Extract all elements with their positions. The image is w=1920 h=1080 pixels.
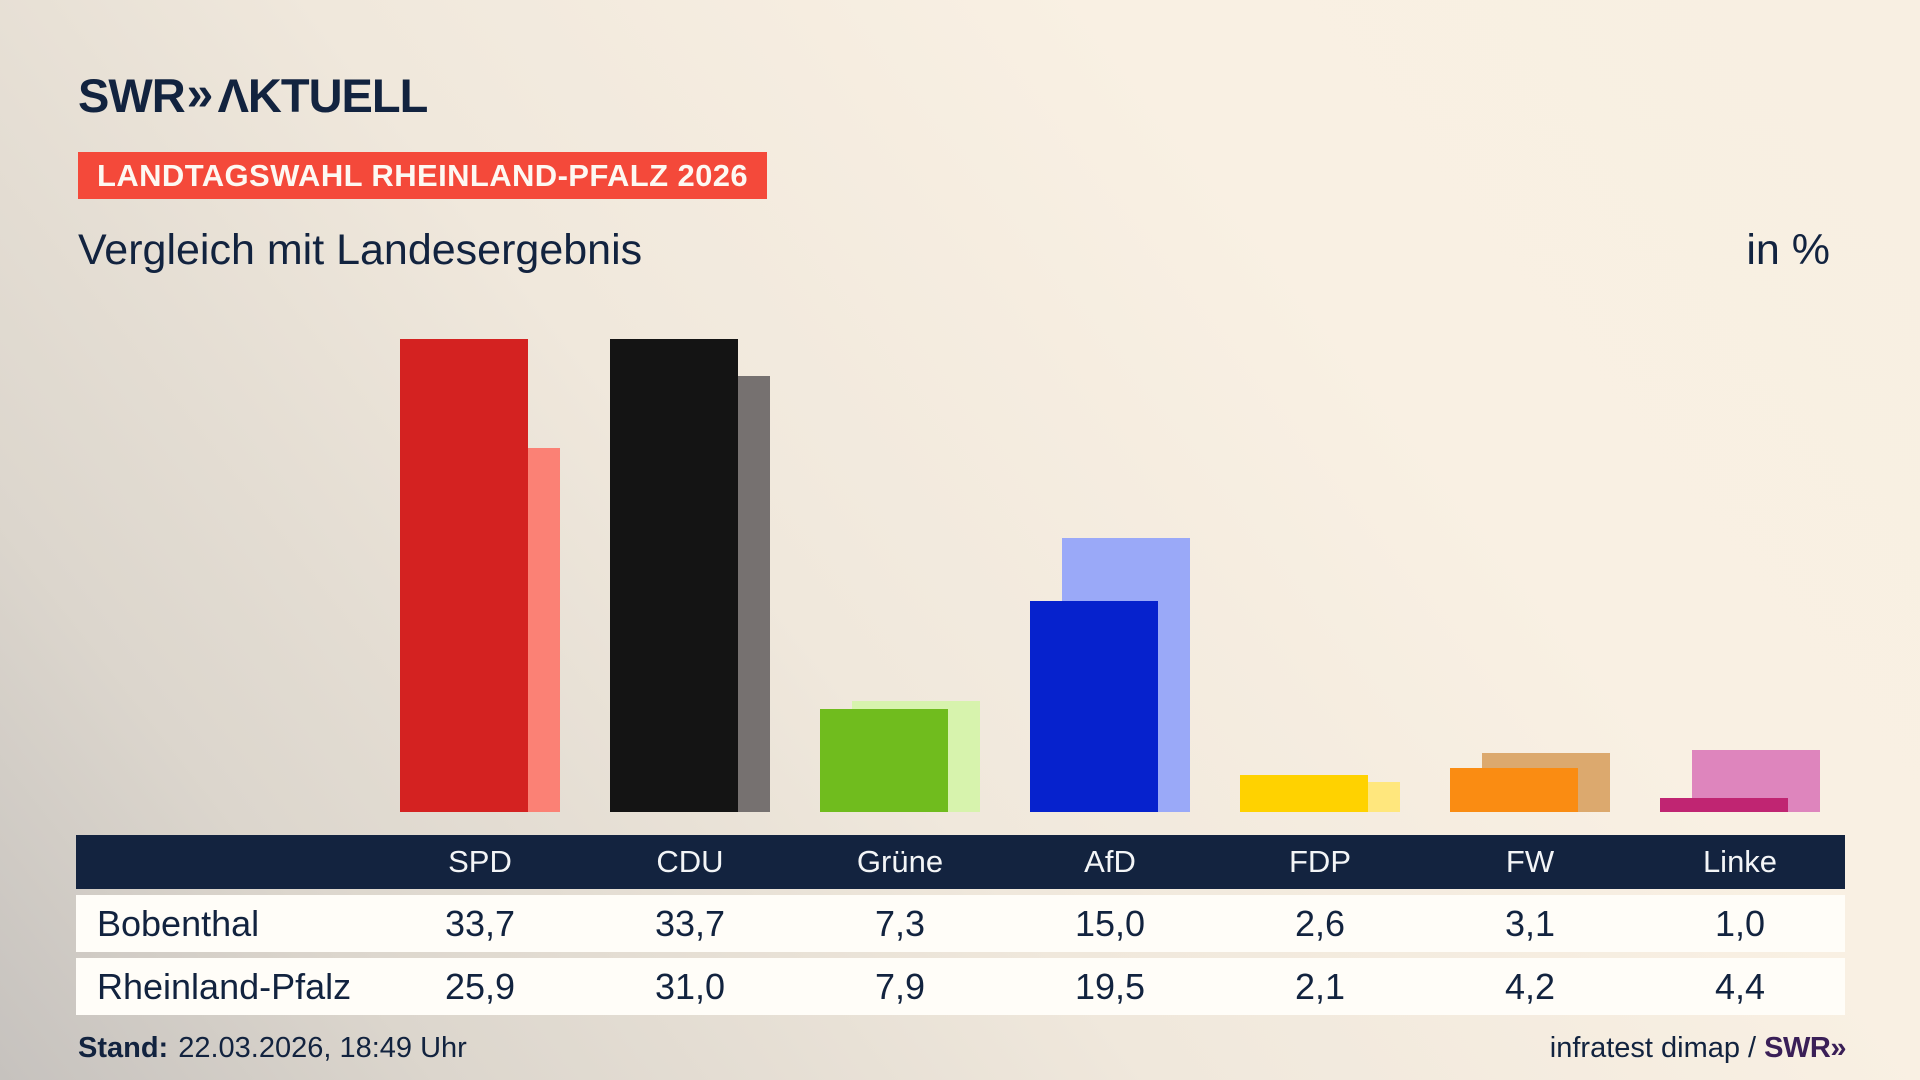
table-row: Bobenthal 33,7 33,7 7,3 15,0 2,6 3,1 1,0 bbox=[76, 895, 1845, 952]
bar-municipality-Linke bbox=[1660, 798, 1788, 812]
value-cell: 2,1 bbox=[1294, 965, 1346, 1007]
bar-municipality-FW bbox=[1450, 768, 1578, 812]
party-column-header: Grüne bbox=[856, 844, 944, 879]
unit-label: in % bbox=[1746, 226, 1830, 274]
bar-municipality-SPD bbox=[400, 339, 528, 812]
bar-municipality-AfD bbox=[1030, 601, 1158, 812]
party-column-header: FW bbox=[1505, 844, 1555, 879]
election-banner: LANDTAGSWAHL RHEINLAND-PFALZ 2026 bbox=[78, 152, 768, 199]
aktuell-wordmark: ΛKTUELL bbox=[217, 69, 429, 122]
value-cell: 33,7 bbox=[654, 902, 726, 944]
party-column-header: FDP bbox=[1289, 844, 1351, 879]
table-header-row: SPD CDU Grüne AfD FDP FW Linke bbox=[76, 835, 1845, 889]
party-column-header: Linke bbox=[1702, 844, 1778, 879]
value-cell: 7,3 bbox=[874, 902, 926, 944]
bar-municipality-CDU bbox=[610, 339, 738, 812]
value-cell: 25,9 bbox=[444, 965, 516, 1007]
value-cell: 7,9 bbox=[874, 965, 926, 1007]
results-table: SPD CDU Grüne AfD FDP FW Linke Bobenthal 33,7 33,… bbox=[76, 835, 1845, 1021]
party-column-header: CDU bbox=[656, 844, 724, 879]
value-cell: 2,6 bbox=[1294, 902, 1346, 944]
swr-aktuell-logo: SWR» ΛKTUELL bbox=[78, 69, 429, 122]
value-cell: 33,7 bbox=[444, 902, 516, 944]
source-text: infratest dimap / bbox=[1549, 1032, 1765, 1064]
timestamp: Stand: 22.03.2026, 18:49 Uhr bbox=[78, 1032, 467, 1065]
table-row: Rheinland-Pfalz 25,9 31,0 7,9 19,5 2,1 4,2 4,4 bbox=[76, 958, 1845, 1015]
bar-municipality-Grüne bbox=[820, 709, 948, 812]
swr-wordmark: SWR bbox=[78, 69, 186, 122]
chart-title: Vergleich mit Landesergebnis bbox=[78, 226, 643, 274]
party-column-header: AfD bbox=[1084, 844, 1136, 879]
value-cell: 31,0 bbox=[654, 965, 726, 1007]
value-cell: 15,0 bbox=[1074, 902, 1146, 944]
row-label: Bobenthal bbox=[97, 902, 260, 944]
bar-municipality-FDP bbox=[1240, 775, 1368, 812]
value-cell: 4,2 bbox=[1504, 965, 1556, 1007]
value-cell: 3,1 bbox=[1504, 902, 1556, 944]
value-cell: 19,5 bbox=[1074, 965, 1146, 1007]
party-column-header: SPD bbox=[448, 844, 512, 879]
stand-value: 22.03.2026, 18:49 Uhr bbox=[178, 1032, 467, 1064]
stand-label: Stand: bbox=[78, 1032, 169, 1064]
value-cell: 4,4 bbox=[1714, 965, 1766, 1007]
value-cell: 1,0 bbox=[1714, 902, 1766, 944]
source-credit: infratest dimap / SWR» bbox=[1549, 1032, 1847, 1065]
swr-footer-logo: SWR» bbox=[1764, 1032, 1846, 1064]
double-chevron-icon: » bbox=[1830, 1032, 1846, 1064]
row-label: Rheinland-Pfalz bbox=[97, 965, 352, 1007]
